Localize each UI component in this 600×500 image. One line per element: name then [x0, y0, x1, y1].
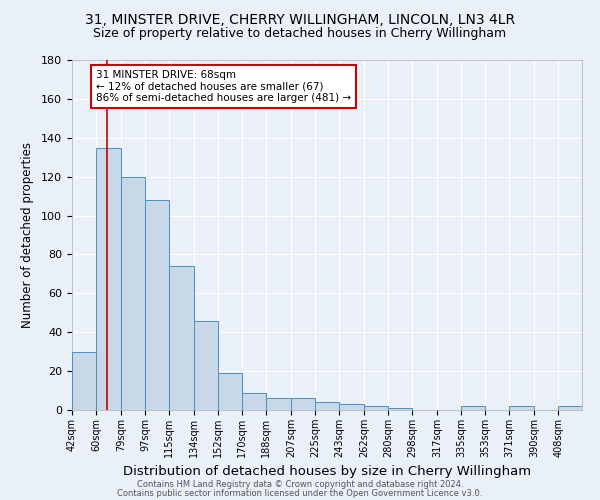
X-axis label: Distribution of detached houses by size in Cherry Willingham: Distribution of detached houses by size …	[123, 466, 531, 478]
Bar	[291, 398, 315, 410]
Bar	[509, 406, 534, 410]
Text: Contains public sector information licensed under the Open Government Licence v3: Contains public sector information licen…	[118, 490, 482, 498]
Bar	[388, 408, 412, 410]
Bar	[218, 373, 242, 410]
Text: Contains HM Land Registry data © Crown copyright and database right 2024.: Contains HM Land Registry data © Crown c…	[137, 480, 463, 489]
Bar	[96, 148, 121, 410]
Bar	[339, 404, 364, 410]
Bar	[194, 320, 218, 410]
Bar	[121, 176, 145, 410]
Bar	[558, 406, 582, 410]
Bar	[169, 266, 194, 410]
Bar	[461, 406, 485, 410]
Text: 31, MINSTER DRIVE, CHERRY WILLINGHAM, LINCOLN, LN3 4LR: 31, MINSTER DRIVE, CHERRY WILLINGHAM, LI…	[85, 12, 515, 26]
Text: 31 MINSTER DRIVE: 68sqm
← 12% of detached houses are smaller (67)
86% of semi-de: 31 MINSTER DRIVE: 68sqm ← 12% of detache…	[96, 70, 351, 103]
Y-axis label: Number of detached properties: Number of detached properties	[21, 142, 34, 328]
Bar	[364, 406, 388, 410]
Bar	[145, 200, 169, 410]
Bar	[266, 398, 291, 410]
Bar	[242, 392, 266, 410]
Text: Size of property relative to detached houses in Cherry Willingham: Size of property relative to detached ho…	[94, 28, 506, 40]
Bar	[72, 352, 96, 410]
Bar	[315, 402, 339, 410]
